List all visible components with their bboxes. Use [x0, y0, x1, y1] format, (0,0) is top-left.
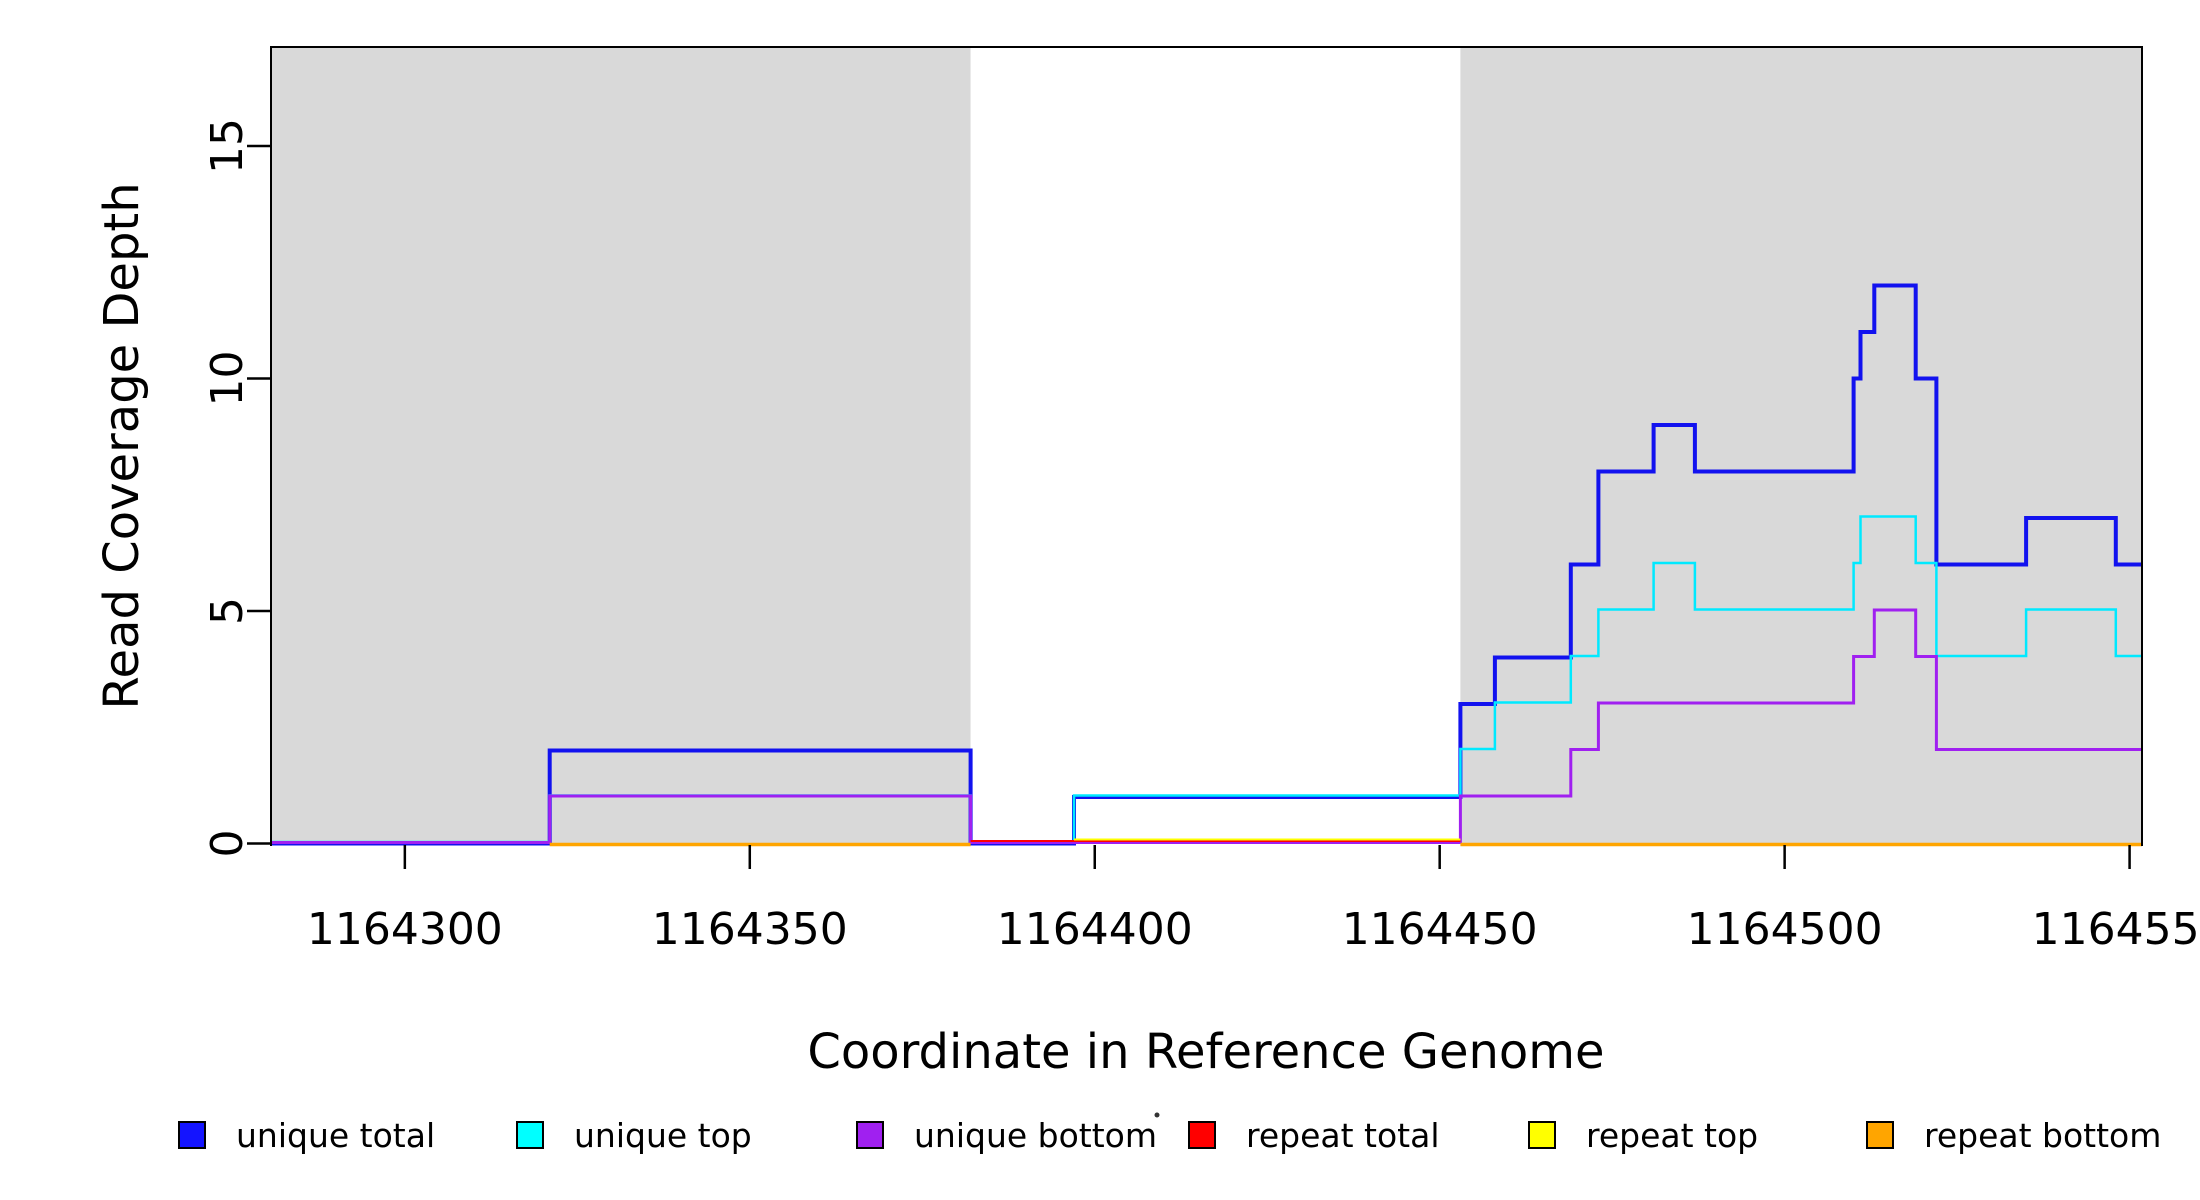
shaded-region: [1460, 47, 2142, 845]
legend-swatch-unique-bottom: [856, 1121, 884, 1149]
y-tick-label: 15: [202, 118, 253, 174]
y-tick-label: 0: [202, 830, 253, 858]
legend: unique total unique top unique bottom repea…: [178, 1116, 2161, 1155]
plot-border: [270, 46, 2143, 846]
legend-label-unique-top: unique top: [574, 1116, 752, 1155]
shaded-region: [271, 47, 971, 845]
y-axis-title: Read Coverage Depth: [94, 182, 150, 709]
axis-ticks: [247, 144, 2131, 869]
x-tick-label: 1164300: [307, 904, 503, 955]
legend-swatch-repeat-total: [1188, 1121, 1216, 1149]
legend-label-unique-total: unique total: [236, 1116, 435, 1155]
legend-label-repeat-bottom: repeat bottom: [1924, 1116, 2161, 1155]
legend-swatch-unique-top: [516, 1121, 544, 1149]
shaded-repeat-regions: [271, 47, 2142, 845]
legend-label-repeat-total: repeat total: [1246, 1116, 1440, 1155]
y-tick-label: 5: [202, 597, 253, 625]
legend-label-unique-bottom: unique bottom: [914, 1116, 1157, 1155]
axis-tick-labels: 1164300 1164350 1164400 1164450 1164500 11645…: [202, 118, 2200, 955]
x-tick-label: 1164350: [652, 904, 848, 955]
x-tick-label: 1164500: [1687, 904, 1883, 955]
legend-swatch-repeat-bottom: [1866, 1121, 1894, 1149]
y-tick-label: 10: [202, 351, 253, 407]
legend-label-repeat-top: repeat top: [1586, 1116, 1758, 1155]
x-axis-title: Coordinate in Reference Genome: [807, 1024, 1604, 1080]
coverage-step-lines: [271, 283, 2142, 847]
series-line-unique-bottom: [271, 608, 2142, 844]
stray-dot-artifact: [1154, 1112, 1160, 1118]
series-line-unique-top: [271, 515, 2142, 844]
x-tick-label: 1164450: [1342, 904, 1538, 955]
legend-swatch-unique-total: [178, 1121, 206, 1149]
legend-swatch-repeat-top: [1528, 1121, 1556, 1149]
x-tick-label: 1164400: [997, 904, 1193, 955]
